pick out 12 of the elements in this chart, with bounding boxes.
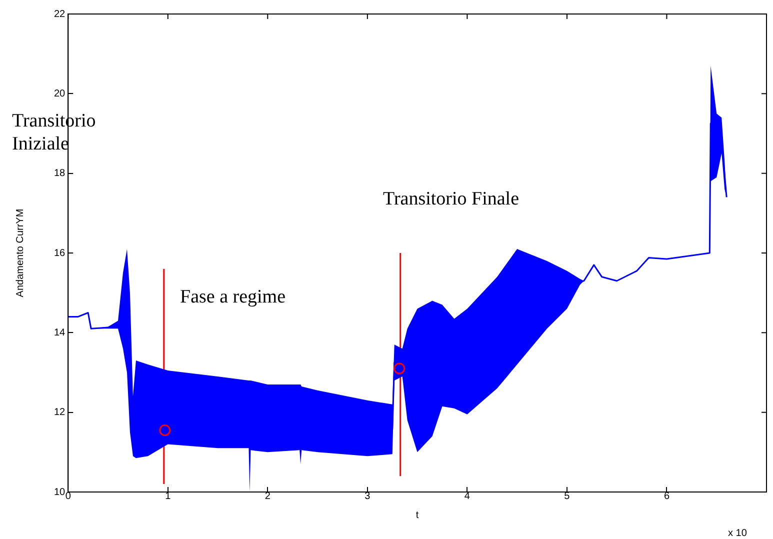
y-tick-label: 12 [54,407,66,418]
y-tick-label: 22 [54,8,66,20]
text: x 10 [728,528,748,539]
x-tick-label: 4 [464,490,470,502]
y-tick-label: 10 [54,486,66,498]
y-tick-label: 18 [54,168,66,180]
x-axis-title: t [416,510,419,521]
y-tick-label: 16 [54,248,66,259]
y-tick-label: 14 [54,327,66,338]
y-tick-label: 20 [54,88,66,100]
y-axis-title: Andamento CurrYM [14,208,26,298]
x-tick-label: 1 [165,490,172,502]
